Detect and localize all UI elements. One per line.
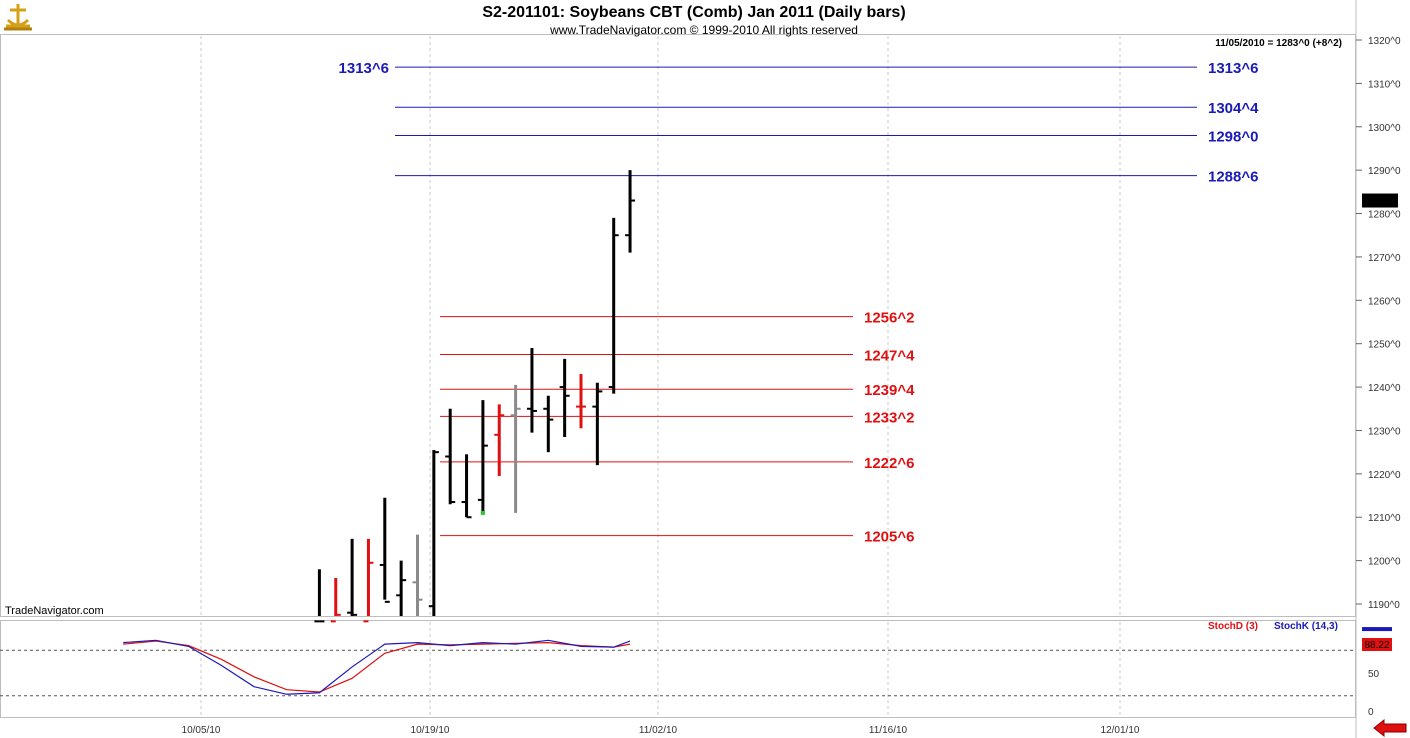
price-readout: 11/05/2010 = 1283^0 (+8^2) [1215,38,1342,49]
stoch-tick-label: 50 [1368,669,1380,680]
chart-title: S2-201101: Soybeans CBT (Comb) Jan 2011 … [482,4,905,21]
ohlc-bar [576,374,586,429]
y-tick-label: 1320^0 [1368,36,1401,47]
copyright-text: www.TradeNavigator.com © 1999-2010 All r… [549,23,858,37]
level-label: 1313^6 [1208,60,1258,77]
y-tick-label: 1200^0 [1368,557,1401,568]
stochk-last-marker [1362,627,1392,632]
level-label-left: 1313^6 [339,60,389,77]
ohlc-bar [625,170,636,253]
ohlc-bar [543,395,554,453]
y-tick-label: 1230^0 [1368,426,1401,437]
level-label: 1205^6 [864,529,914,546]
price-levels: 1313^6 1313^6 1304^4 1298^0 1288^6 1256^2 1247… [339,60,1260,546]
level-label: 1256^2 [864,310,914,327]
y-tick-label: 1300^0 [1368,123,1401,134]
y-tick-label: 1210^0 [1368,513,1401,524]
x-tick-label: 10/19/10 [411,725,450,736]
tradenavigator-logo [2,2,34,32]
ohlc-bar [608,217,619,394]
ohlc-bars [314,170,636,623]
y-tick-label: 1280^0 [1368,210,1401,221]
svg-text:1283^0: 1283^0 [1364,197,1397,208]
stoch-line [123,639,631,695]
level-label: 1288^6 [1208,169,1258,186]
level-label: 1233^2 [864,409,914,426]
last-price-tag: 1283^0 [1362,193,1398,208]
ohlc-bar [477,400,488,513]
ohlc-bar [363,538,374,623]
scroll-left-arrow-icon[interactable] [1372,718,1408,738]
level-label: 1239^4 [864,382,915,399]
y-tick-label: 1290^0 [1368,166,1401,177]
ohlc-bar [592,382,603,466]
y-tick-label: 1250^0 [1368,340,1401,351]
ohlc-bar [330,577,341,623]
ohlc-bar [428,449,439,616]
x-tick-label: 12/01/10 [1101,725,1140,736]
y-tick-label: 1310^0 [1368,79,1401,90]
ohlc-bar [494,404,505,477]
stochastic-pane: 0 50 [0,627,1392,718]
stoch-line [123,640,631,693]
level-label: 1298^0 [1208,128,1258,145]
legend-stochd: StochD (3) [1208,621,1258,632]
x-tick-label: 11/16/10 [869,725,908,736]
svg-text:88.22: 88.22 [1364,640,1389,651]
ohlc-bar [314,569,325,623]
level-label: 1247^4 [864,348,915,365]
x-tick-label: 11/02/10 [639,725,678,736]
stoch-last-tag: 88.22 [1362,638,1392,651]
price-axis: 1190^0 1200^0 1210^0 1220^0 1230^0 1240^0 1250… [1356,36,1401,611]
y-tick-label: 1260^0 [1368,296,1401,307]
legend-stochk: StochK (14,3) [1274,621,1338,632]
grid [200,36,1121,716]
ohlc-bar [510,384,521,513]
y-tick-label: 1220^0 [1368,470,1401,481]
ohlc-bar [526,348,537,433]
ohlc-bar [347,538,358,616]
x-tick-label: 10/05/10 [182,725,221,736]
watermark-text: TradeNavigator.com [5,605,104,617]
ohlc-bar [412,534,423,616]
y-tick-label: 1190^0 [1368,600,1400,611]
y-tick-label: 1270^0 [1368,253,1401,264]
date-axis: 10/05/10 10/19/10 11/02/10 11/16/10 12/01/10 [182,725,1140,736]
ohlc-bar [461,454,472,519]
ohlc-bar [559,358,570,437]
level-label: 1222^6 [864,455,914,472]
stoch-tick-label: 0 [1368,707,1374,718]
ohlc-bar [396,560,407,616]
signal-marker [480,510,485,515]
ohlc-bar [445,408,456,505]
level-label: 1304^4 [1208,100,1259,117]
ohlc-bar [379,497,390,603]
y-tick-label: 1240^0 [1368,383,1401,394]
